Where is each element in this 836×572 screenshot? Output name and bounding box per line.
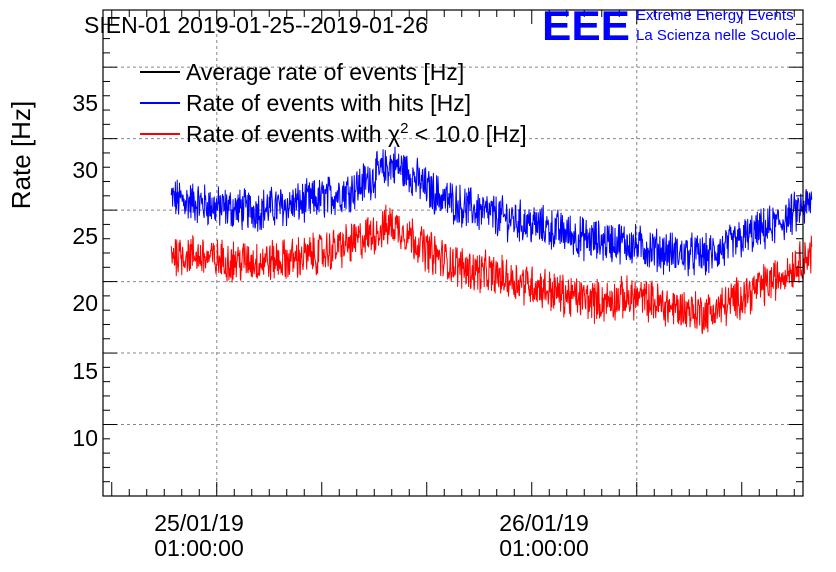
eee-logo: EEE Extreme Energy Events La Scienza nel… (542, 2, 796, 49)
y-tick-labels: 10 15 20 25 30 35 (72, 90, 98, 451)
legend-chi2-prefix: Rate of events with (186, 121, 388, 147)
legend: Average rate of events [Hz] Rate of even… (140, 59, 527, 147)
legend-label-hits: Rate of events with hits [Hz] (186, 90, 471, 116)
legend-label-chi2: Rate of events with χ2 < 10.0 [Hz] (186, 120, 527, 147)
y-tick-label: 25 (72, 223, 98, 249)
y-tick-label: 20 (72, 290, 98, 316)
logo-line-1: Extreme Energy Events (636, 7, 794, 24)
legend-label-average: Average rate of events [Hz] (186, 59, 464, 85)
x-tick-date: 26/01/19 (499, 510, 589, 536)
legend-chi-superscript: 2 (400, 120, 408, 137)
axis-ticks (103, 10, 803, 496)
x-tick-labels: 25/01/19 01:00:00 26/01/19 01:00:00 (154, 510, 589, 561)
y-tick-label: 30 (72, 157, 98, 183)
y-tick-label: 10 (72, 425, 98, 451)
eee-logo-mark: EEE (542, 2, 630, 49)
legend-chi2-suffix: < 10.0 [Hz] (408, 121, 526, 147)
series-layer (170, 146, 813, 334)
chart-title: SIEN-01 2019-01-25--2019-01-26 (84, 12, 428, 38)
logo-line-2: La Scienza nelle Scuole (636, 27, 796, 44)
x-tick-time: 01:00:00 (499, 535, 589, 561)
x-tick-date: 25/01/19 (154, 510, 244, 536)
y-axis-label: Rate [Hz] (6, 101, 36, 209)
y-tick-label: 35 (72, 90, 98, 116)
series-line-1 (170, 146, 813, 277)
y-tick-label: 15 (72, 358, 98, 384)
x-tick-time: 01:00:00 (154, 535, 244, 561)
legend-chi-symbol: χ (388, 121, 400, 147)
series-line-2 (170, 204, 813, 334)
